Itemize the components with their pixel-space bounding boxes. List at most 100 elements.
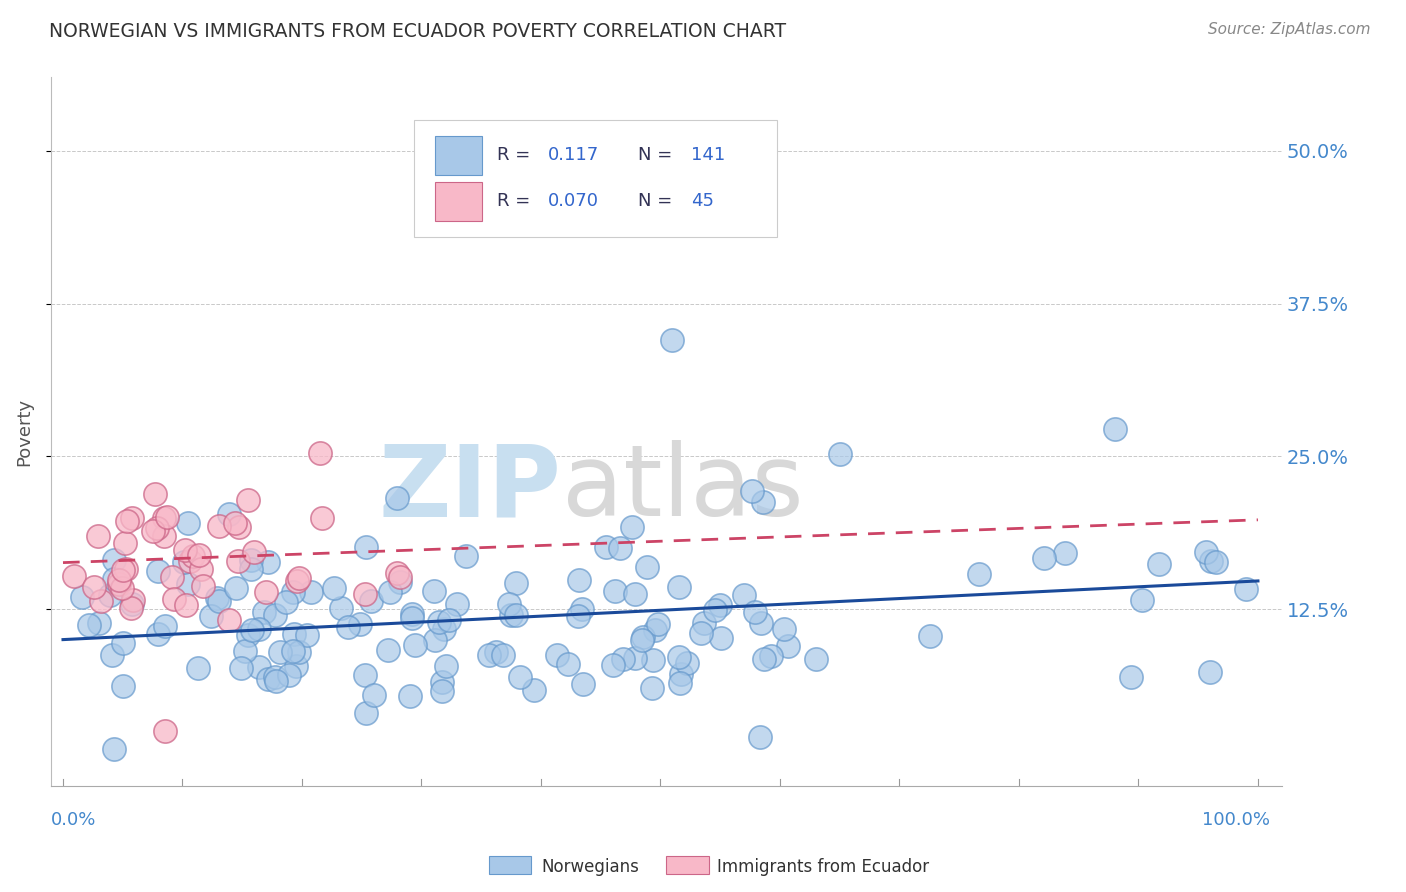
- Point: [187, 549, 209, 563]
- Point: [193, 579, 215, 593]
- Point: [1130, 593, 1153, 607]
- Point: [145, 521, 167, 535]
- Point: [557, 657, 579, 671]
- Point: [239, 553, 262, 567]
- Point: [388, 575, 411, 590]
- Point: [612, 652, 634, 666]
- Point: [603, 583, 626, 598]
- Point: [233, 644, 256, 658]
- Point: [336, 620, 359, 634]
- Point: [285, 574, 308, 589]
- Point: [505, 608, 527, 623]
- Point: [567, 609, 589, 624]
- Point: [115, 562, 138, 576]
- Point: [433, 622, 456, 636]
- Point: [247, 660, 270, 674]
- Point: [249, 623, 271, 637]
- Point: [478, 648, 501, 662]
- Point: [224, 516, 246, 530]
- Text: NORWEGIAN VS IMMIGRANTS FROM ECUADOR POVERTY CORRELATION CHART: NORWEGIAN VS IMMIGRANTS FROM ECUADOR POV…: [49, 22, 786, 41]
- Point: [173, 542, 195, 557]
- Point: [176, 516, 198, 531]
- Point: [288, 571, 311, 585]
- Point: [969, 567, 991, 582]
- Point: [226, 554, 249, 568]
- Text: Immigrants from Ecuador: Immigrants from Ecuador: [717, 858, 929, 876]
- Point: [187, 661, 209, 675]
- Point: [669, 676, 692, 690]
- Point: [108, 573, 131, 587]
- Point: [295, 628, 318, 642]
- Text: 0.070: 0.070: [548, 193, 599, 211]
- Point: [238, 628, 260, 642]
- Point: [281, 584, 304, 599]
- Point: [689, 626, 711, 640]
- Text: atlas: atlas: [562, 440, 803, 537]
- Point: [77, 617, 100, 632]
- Point: [1199, 665, 1222, 679]
- Point: [311, 510, 333, 524]
- Point: [218, 507, 240, 521]
- Point: [387, 566, 409, 581]
- Point: [239, 562, 262, 576]
- Point: [360, 594, 382, 608]
- Point: [200, 609, 222, 624]
- Point: [523, 683, 546, 698]
- Point: [218, 613, 240, 627]
- Point: [1234, 582, 1257, 597]
- Point: [423, 632, 446, 647]
- Text: 0.117: 0.117: [548, 146, 599, 164]
- Point: [401, 607, 423, 621]
- Text: R =: R =: [496, 146, 530, 164]
- Point: [389, 569, 412, 583]
- Point: [115, 514, 138, 528]
- Text: 141: 141: [692, 146, 725, 164]
- Point: [153, 529, 176, 543]
- Text: 45: 45: [692, 193, 714, 211]
- Point: [111, 581, 134, 595]
- Point: [240, 623, 263, 637]
- Y-axis label: Poverty: Poverty: [15, 398, 32, 466]
- Point: [120, 601, 142, 615]
- Point: [103, 742, 125, 756]
- Text: R =: R =: [496, 193, 530, 211]
- Point: [153, 724, 176, 739]
- Text: 0.0%: 0.0%: [51, 811, 97, 829]
- Point: [121, 593, 143, 607]
- Point: [121, 597, 143, 611]
- Point: [83, 580, 105, 594]
- Text: Source: ZipAtlas.com: Source: ZipAtlas.com: [1208, 22, 1371, 37]
- Point: [773, 622, 796, 636]
- Point: [752, 652, 775, 666]
- Point: [749, 731, 772, 745]
- Point: [269, 645, 291, 659]
- Point: [668, 580, 690, 594]
- Point: [404, 638, 426, 652]
- Point: [776, 639, 799, 653]
- Point: [1205, 554, 1227, 568]
- Point: [103, 572, 125, 586]
- Point: [430, 675, 453, 690]
- Point: [439, 613, 461, 627]
- Point: [208, 594, 231, 608]
- Text: 100.0%: 100.0%: [1202, 811, 1270, 829]
- Point: [703, 603, 725, 617]
- Point: [153, 618, 176, 632]
- Point: [1147, 557, 1170, 571]
- Point: [828, 447, 851, 461]
- Point: [143, 487, 166, 501]
- Bar: [489, 856, 531, 874]
- Bar: [434, 182, 482, 220]
- Point: [621, 520, 644, 534]
- Point: [231, 661, 253, 675]
- Point: [173, 555, 195, 569]
- Point: [87, 616, 110, 631]
- Point: [254, 584, 277, 599]
- Text: N =: N =: [638, 193, 672, 211]
- Point: [609, 541, 631, 555]
- Point: [501, 607, 523, 622]
- Point: [107, 577, 129, 591]
- Point: [356, 706, 378, 720]
- Point: [156, 510, 179, 524]
- Point: [103, 553, 125, 567]
